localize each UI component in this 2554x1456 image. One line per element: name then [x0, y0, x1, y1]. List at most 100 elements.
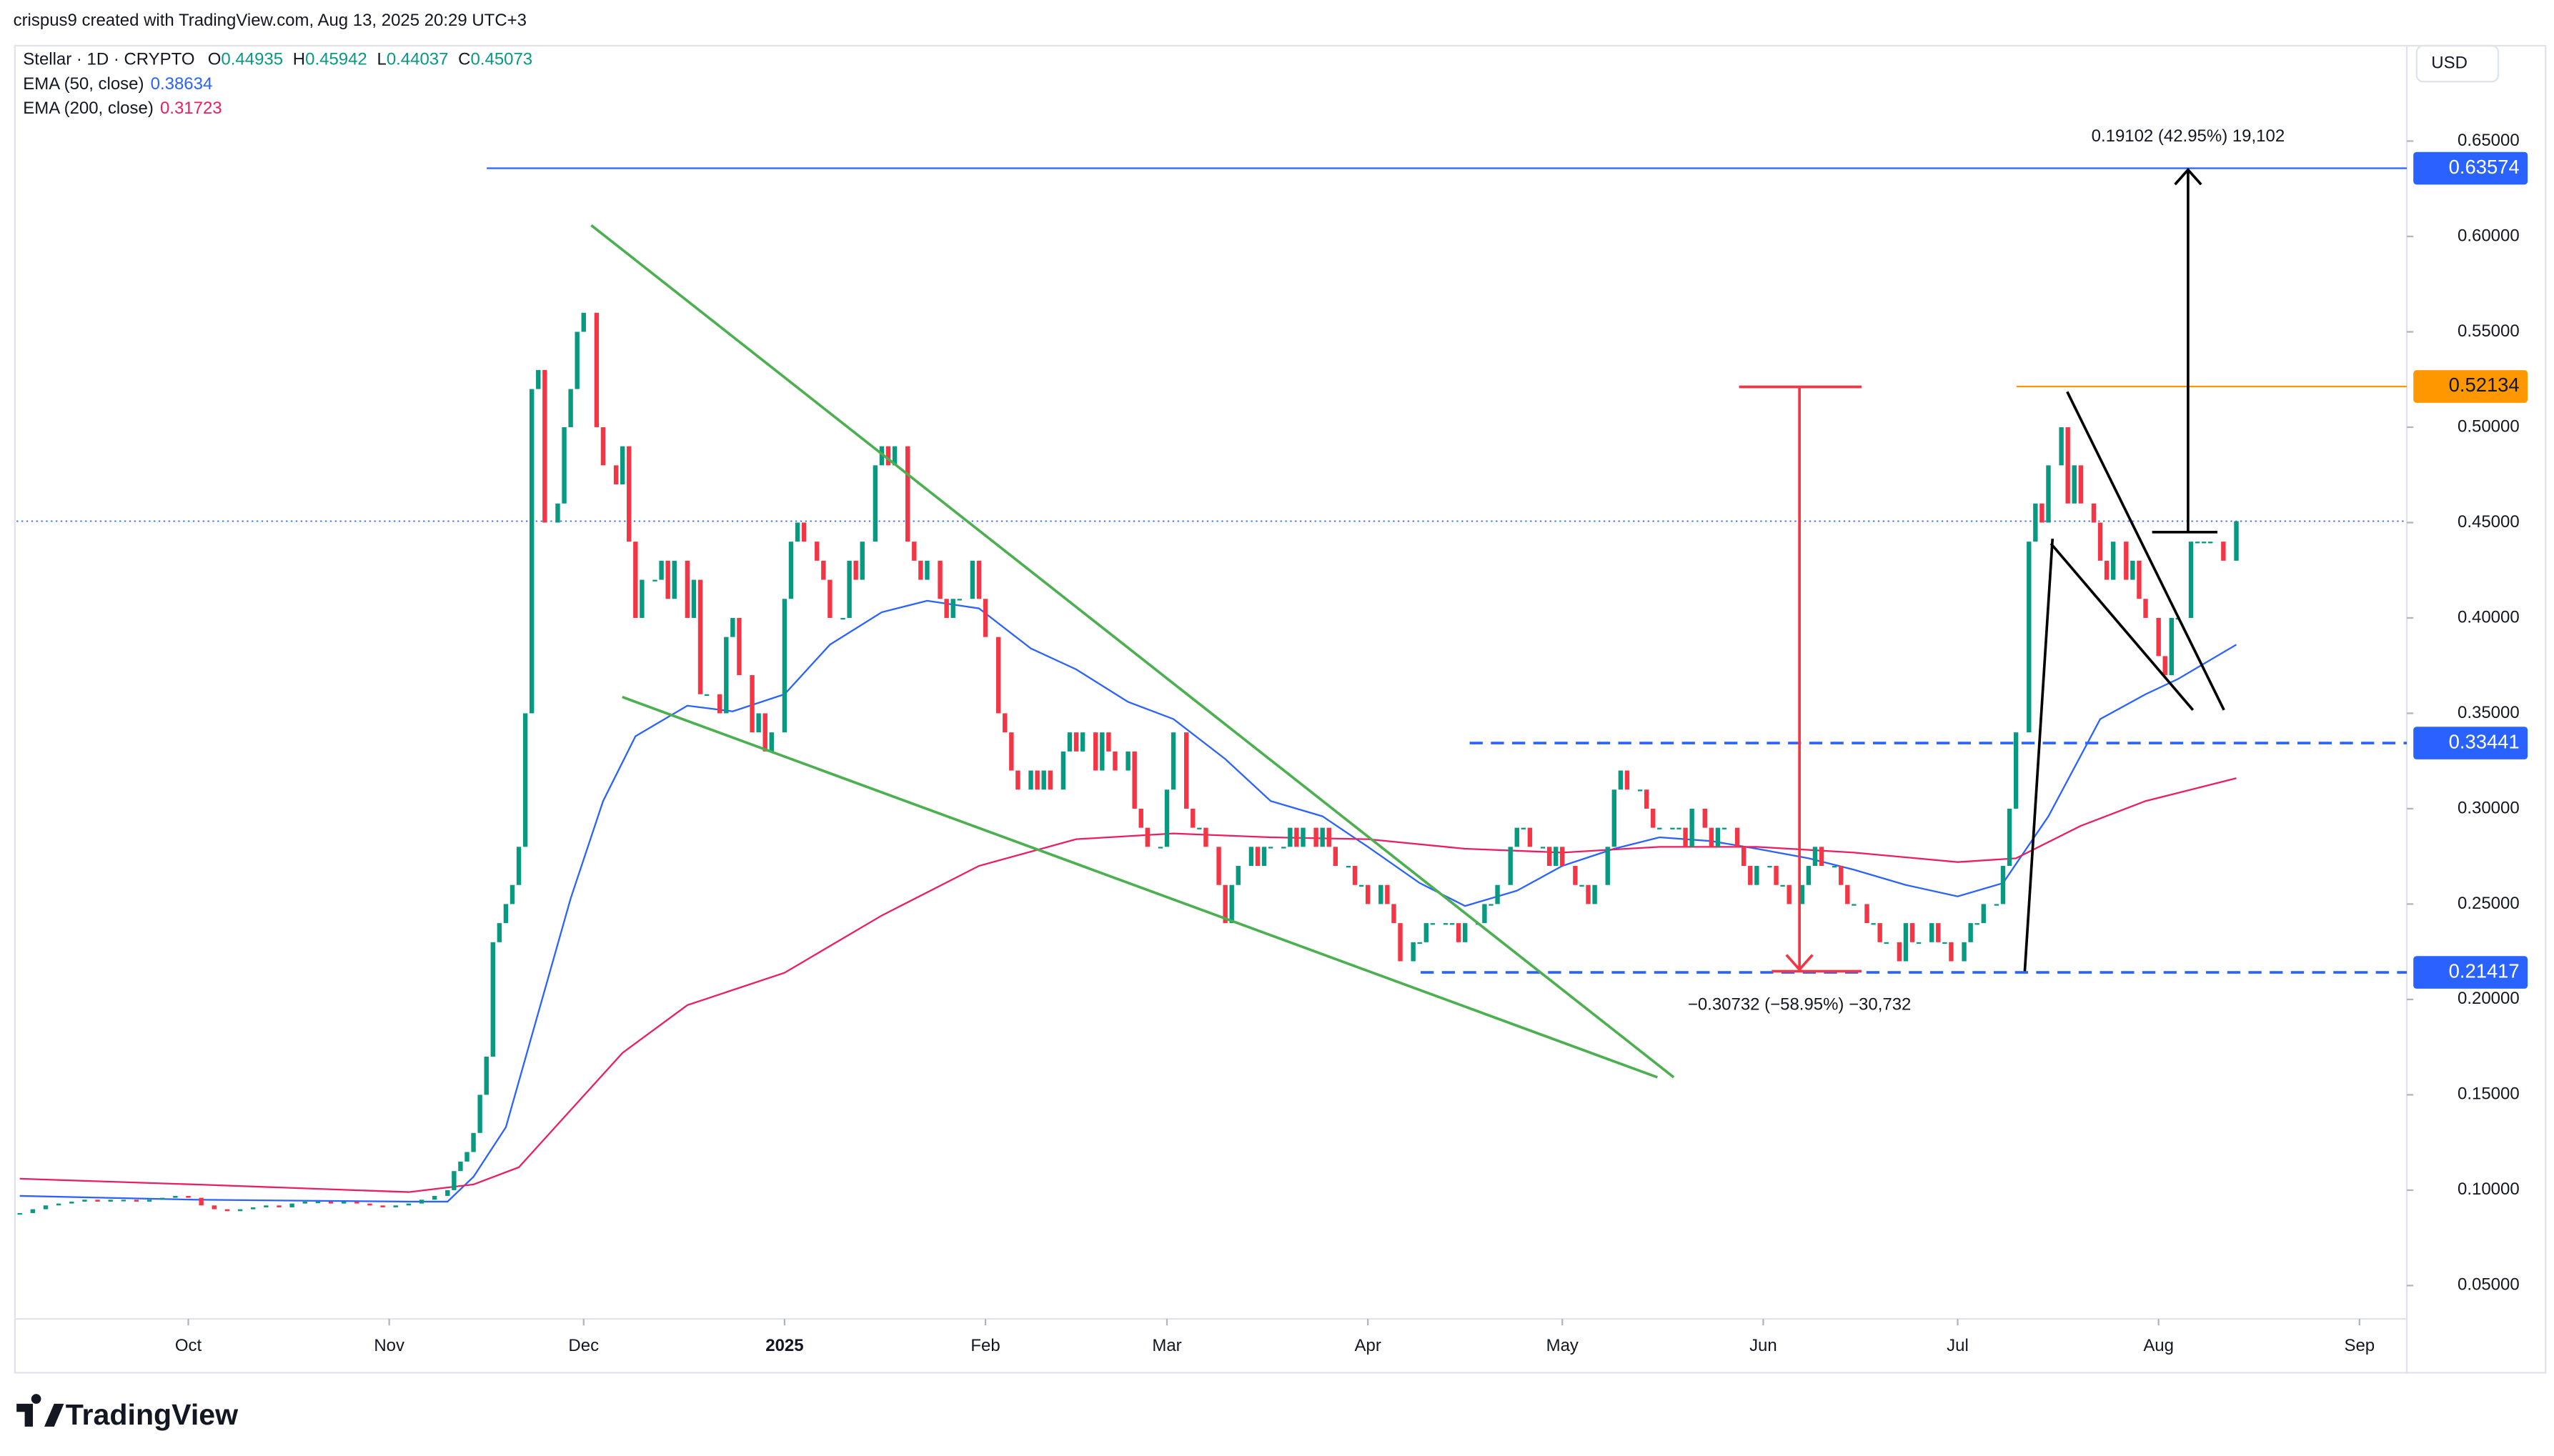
candle-body	[1780, 884, 1785, 887]
candle-body	[2188, 542, 2194, 618]
candle-body	[672, 560, 677, 599]
candle-body	[1358, 884, 1364, 887]
candle-body	[1197, 827, 1202, 829]
candle-body	[328, 1201, 334, 1204]
candle-body	[1573, 866, 1578, 885]
candle-body	[289, 1203, 294, 1207]
candle-body	[1495, 884, 1500, 904]
candle-body	[1514, 827, 1519, 847]
candle-body	[1592, 884, 1597, 904]
flag-lower	[2049, 542, 2195, 712]
candle-body	[620, 446, 625, 485]
candle-body	[1618, 770, 1624, 790]
candle-body	[2039, 503, 2044, 523]
candle-body	[2234, 521, 2239, 561]
candle-body	[1540, 847, 1546, 849]
candle-body	[1126, 751, 1131, 771]
candle-body	[1229, 884, 1234, 924]
candle-body	[432, 1195, 437, 1200]
candle-body	[1191, 808, 1196, 828]
candle-body	[1702, 808, 1707, 828]
currency: USD	[2431, 53, 2468, 72]
candle-body	[1184, 732, 1189, 809]
candle-body	[996, 637, 1001, 714]
candle-body	[1962, 942, 1967, 962]
candle-body	[2201, 542, 2207, 544]
candle-body	[464, 1152, 469, 1162]
candle-body	[1223, 884, 1228, 924]
candle-body	[1521, 827, 1526, 829]
y-tick-label: 0.55000	[2458, 321, 2520, 341]
candle-body	[640, 579, 645, 618]
frame	[14, 44, 2547, 1374]
candle-body	[1637, 789, 1643, 792]
candle-body	[2221, 542, 2226, 561]
candle-body	[1145, 827, 1151, 847]
candle-body	[1003, 713, 1008, 733]
candle-body	[1683, 827, 1688, 847]
candle-body	[1624, 770, 1630, 790]
candle-body	[419, 1200, 424, 1204]
candle-body	[1080, 732, 1085, 752]
candle-body	[1301, 827, 1306, 847]
candle-body	[905, 446, 910, 542]
candle-body	[1164, 789, 1170, 847]
candle-body	[2046, 465, 2051, 523]
ema-legend: EMA (200, close) 0.31723	[23, 99, 222, 118]
candle-body	[801, 522, 807, 542]
y-tick-label: 0.10000	[2458, 1180, 2520, 1199]
candle-body	[737, 617, 742, 676]
ohlc-label: L	[377, 50, 386, 69]
ema-name: EMA (50, close)	[23, 74, 144, 94]
x-tick-label: Aug	[2143, 1336, 2174, 1355]
candle-body	[134, 1200, 139, 1202]
currency-box	[2415, 44, 2500, 83]
candle-body	[1060, 751, 1066, 790]
candle-body	[944, 599, 949, 618]
candle-body	[95, 1200, 100, 1202]
candle-body	[1942, 942, 1947, 944]
candle-body	[1171, 732, 1176, 790]
ohlc-label: H	[293, 50, 305, 69]
symbol-legend: Stellar · 1D · CRYPTO O0.44935 H0.45942 L0.…	[23, 50, 532, 69]
ema-value: 0.38634	[151, 74, 213, 94]
candle-body	[555, 503, 560, 523]
ohlc-label: O	[208, 50, 222, 69]
candle-body	[970, 560, 975, 599]
candle-body	[1852, 904, 1857, 906]
candle-body	[1936, 923, 1941, 942]
annotation: 0.19102 (42.95%) 19,102	[2092, 126, 2285, 146]
candle-body	[1644, 789, 1649, 809]
candle-body	[1949, 942, 1954, 962]
x-tick-label: Mar	[1152, 1336, 1181, 1355]
candle-body	[1754, 866, 1759, 885]
candle-body	[1579, 884, 1584, 887]
candle-body	[704, 694, 710, 697]
candle-body	[2007, 808, 2012, 867]
candle-body	[1560, 847, 1565, 867]
y-tick-label: 0.60000	[2458, 226, 2520, 245]
candle-body	[938, 560, 943, 599]
level-label-box	[2413, 370, 2528, 403]
candle-body	[1048, 770, 1053, 790]
candle-body	[1877, 923, 1882, 942]
candle-body	[1093, 732, 1098, 771]
candle-body	[1611, 789, 1617, 847]
candle-body	[1430, 923, 1436, 925]
candle-body	[697, 579, 703, 694]
candle-body	[983, 599, 988, 637]
candle-body	[2208, 542, 2213, 544]
level-label: 0.52134	[2449, 374, 2520, 396]
candle-body	[1352, 866, 1358, 885]
candle-body	[756, 713, 761, 733]
y-tick-label: 0.45000	[2458, 512, 2520, 532]
candle-body	[1994, 904, 1999, 906]
candle-body	[160, 1197, 165, 1200]
candle-body	[1787, 884, 1792, 904]
y-tick-label: 0.20000	[2458, 989, 2520, 1008]
candle-body	[1527, 827, 1533, 847]
candle-body	[393, 1205, 398, 1207]
candle-body	[1897, 942, 1902, 962]
